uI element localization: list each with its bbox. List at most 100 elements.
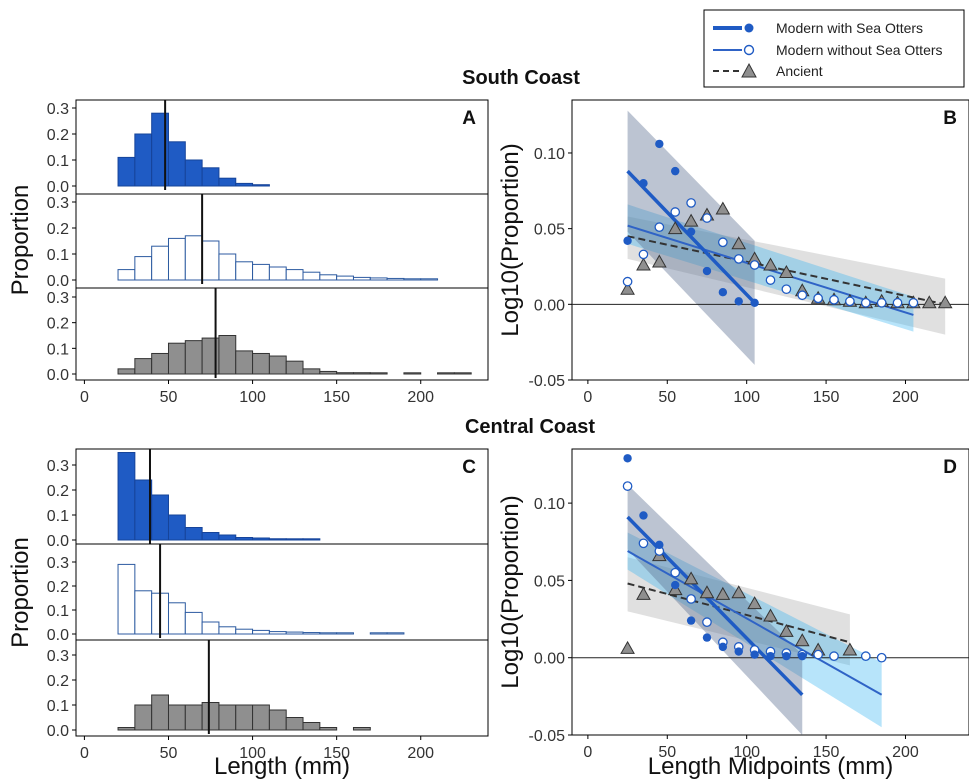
point-modern-without — [765, 275, 776, 285]
legend-marker-modern-without — [743, 44, 755, 56]
point-ancient — [651, 254, 667, 268]
legend: Modern with Sea Otters Modern without Se… — [703, 9, 965, 88]
y-tick-label: 0.05 — [534, 222, 565, 239]
point-modern-without — [908, 297, 919, 308]
y-tick-label: -0.05 — [529, 373, 566, 390]
panel-label: D — [943, 457, 957, 478]
point-ancient — [731, 236, 747, 250]
confidence-band — [627, 557, 850, 666]
histogram-bar — [252, 537, 270, 541]
point-ancient — [620, 640, 635, 654]
x-tick-label: 0 — [583, 389, 592, 406]
x-tick-label: 100 — [239, 389, 266, 406]
fit-line — [626, 169, 756, 305]
point-modern-without — [813, 293, 823, 304]
point-ancient — [715, 201, 731, 215]
histogram-bar — [302, 632, 321, 635]
x-tick-label: 50 — [160, 389, 178, 406]
histogram-bar — [184, 611, 203, 635]
histogram-bar — [167, 602, 186, 635]
histogram-bar — [167, 514, 186, 541]
histogram-bar — [184, 704, 203, 731]
panel-frame — [571, 99, 969, 381]
panel-d-scatter: D -0.05 0.00 0.05 0.10 0 50 100 150 200 Log10(Prop… — [497, 448, 969, 780]
point-ancient — [731, 585, 747, 599]
point-modern-with — [655, 540, 664, 550]
histogram-bar — [352, 727, 371, 731]
panel-a-histograms: A0.00.10.20.30.00.10.20.30.00.10.20.30 50… — [7, 99, 489, 406]
point-modern-with — [702, 266, 712, 276]
y-tick-label: 0.1 — [47, 698, 69, 715]
y-tick-label: 0.10 — [534, 496, 565, 513]
histogram-bar — [151, 245, 169, 281]
panel-label: A — [462, 108, 476, 129]
point-modern-without — [813, 649, 823, 660]
histogram-bar — [218, 534, 237, 541]
histogram-bar — [218, 253, 237, 281]
histogram-bar — [252, 629, 270, 635]
histogram-bar — [218, 177, 237, 187]
point-ancient — [937, 295, 953, 309]
histogram-bar — [268, 538, 287, 541]
y-tick-label: 0.3 — [47, 195, 69, 212]
histogram-bar — [302, 368, 321, 375]
y-tick-label: -0.05 — [529, 728, 566, 745]
point-ancient — [620, 281, 635, 295]
panel-frame — [75, 448, 489, 737]
y-tick-label: 0.00 — [534, 651, 565, 668]
histogram-bar — [167, 704, 186, 731]
x-tick-label: 100 — [733, 744, 760, 761]
histogram-modern-with: 0.0 0.1 0.2 0.3 — [47, 100, 270, 196]
panel-label: C — [462, 457, 476, 478]
point-modern-with — [655, 139, 664, 149]
histogram-bar — [167, 342, 186, 375]
point-ancient — [683, 571, 699, 585]
histogram-bar — [285, 269, 304, 281]
point-modern-without — [702, 617, 712, 627]
histogram-bar — [403, 372, 422, 375]
histogram-bar — [218, 626, 237, 635]
panel-b-scatter: B -0.05 0.00 0.05 0.10 0 50 100 150 200 Log10(Prop… — [497, 99, 969, 406]
point-modern-without — [654, 222, 665, 232]
point-modern-without — [638, 538, 649, 549]
x-tick-label: 100 — [733, 389, 760, 406]
histogram-modern-without: 0.0 0.1 0.2 0.3 — [47, 193, 488, 290]
point-ancient — [779, 623, 794, 637]
point-modern-with — [750, 298, 759, 308]
histogram-bar — [386, 277, 405, 281]
histogram-modern-with: 0.0 0.1 0.2 0.3 — [47, 449, 321, 550]
y-tick-label: 0.1 — [47, 508, 69, 525]
histogram-bar — [201, 167, 220, 187]
point-modern-without — [876, 652, 887, 663]
panel-frame — [571, 448, 969, 736]
histogram-bar — [235, 350, 254, 375]
x-axis-label: Length Midpoints (mm) — [648, 753, 893, 780]
point-ancient — [715, 586, 731, 600]
fit-line — [627, 550, 883, 696]
point-modern-without — [845, 296, 855, 307]
point-modern-with — [671, 580, 680, 590]
histogram-bar — [117, 452, 136, 541]
histogram-bar — [151, 352, 169, 375]
y-tick-label: 0.3 — [47, 648, 69, 665]
histogram-bar — [319, 632, 338, 635]
histogram-bar — [302, 722, 321, 731]
histogram-bar — [134, 133, 153, 187]
histogram-bar — [252, 263, 270, 281]
point-modern-without — [876, 297, 887, 308]
point-modern-without — [670, 207, 681, 217]
histogram-bar — [302, 538, 321, 541]
confidence-band — [627, 484, 803, 735]
histogram-bar — [134, 256, 153, 281]
point-modern-with — [623, 454, 632, 463]
point-ancient — [683, 213, 699, 227]
histogram-bar — [285, 538, 304, 541]
panel-c-histograms: C 0.0 0.1 0.2 0.3 0.0 0.1 0.2 0.3 0.0 0.1 0.2 0.3 0 50… — [7, 448, 489, 780]
point-ancient — [921, 295, 937, 309]
histogram-ancient: 0.0 0.1 0.2 0.3 — [47, 287, 488, 384]
legend-marker-modern-with — [744, 23, 754, 33]
point-modern-with — [734, 647, 743, 656]
point-modern-with — [718, 288, 728, 297]
histogram-bar — [235, 704, 254, 731]
histogram-bar — [151, 694, 169, 731]
